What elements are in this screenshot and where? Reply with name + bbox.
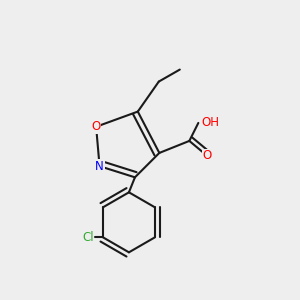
Text: N: N (95, 160, 104, 173)
Text: O: O (203, 149, 212, 162)
Text: O: O (92, 120, 101, 133)
Text: Cl: Cl (82, 231, 94, 244)
Text: OH: OH (201, 116, 219, 129)
